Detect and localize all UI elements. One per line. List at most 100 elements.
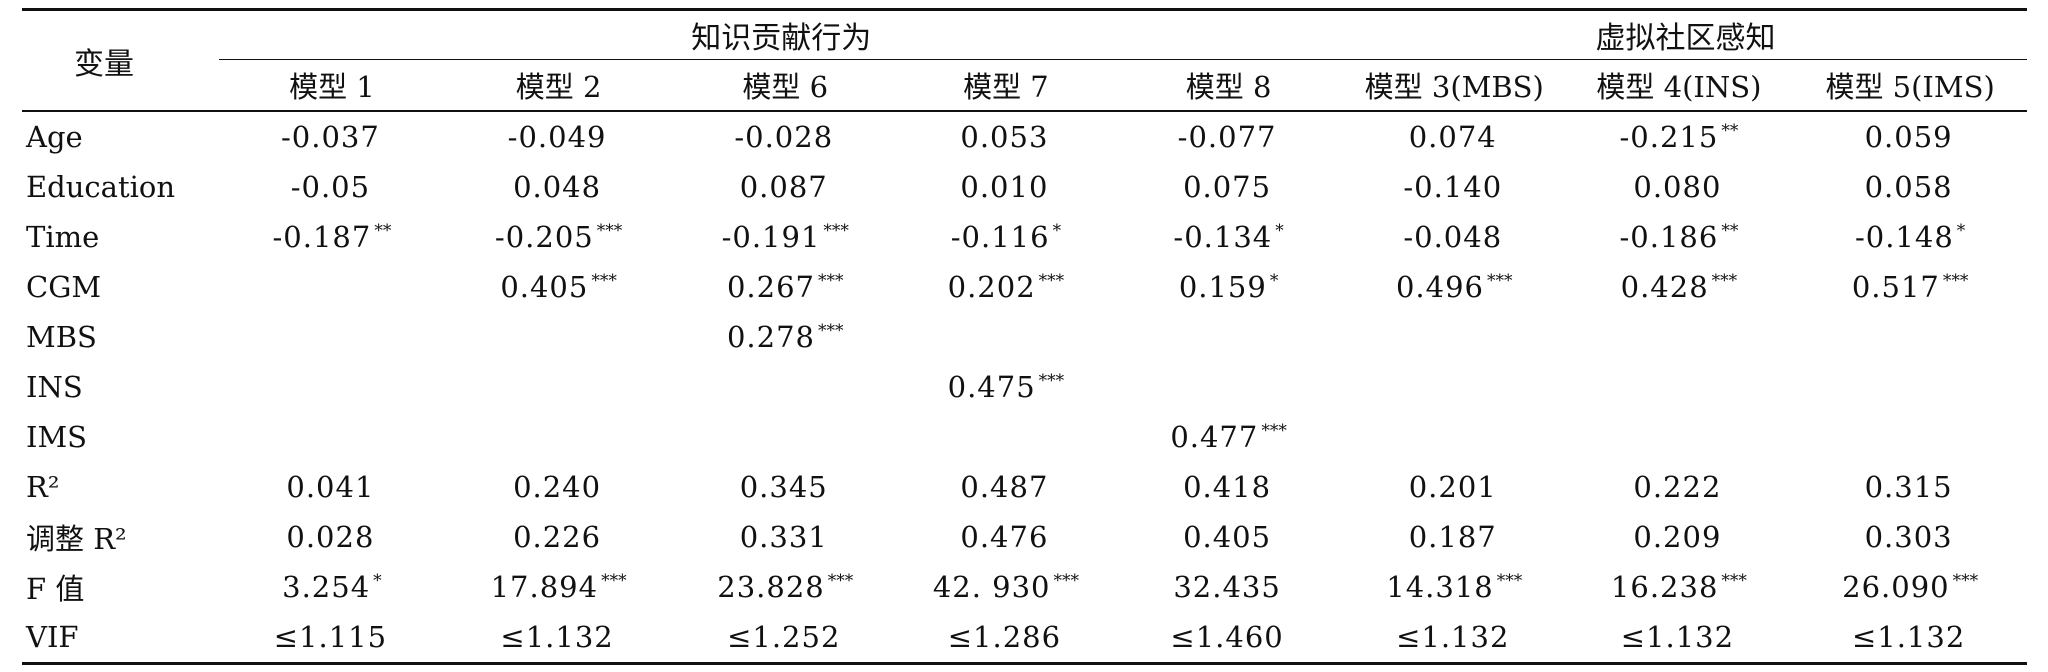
significance-stars: * [373,571,382,591]
table-row: 调整 R² 0.028 0.226 0.331 0.476 0.405 0.187 0.209… [22,512,2027,562]
coefficient-cell [1793,412,2027,462]
coefficient-value: ≤1.132 [1620,620,1735,654]
coefficient-cell: -0.205 *** [445,212,672,262]
coefficient-cell [219,362,446,412]
coefficient-cell: -0.049 [445,111,672,162]
coefficient-cell: 0.202 *** [899,262,1114,312]
significance-stars: *** [827,571,854,591]
coefficient-value: 0.048 [513,170,602,204]
coefficient-cell: 0.405 *** [445,262,672,312]
coefficient-cell: 0.059 [1793,111,2027,162]
significance-stars: * [1052,221,1062,241]
coefficient-cell: 0.267 *** [672,262,899,312]
coefficient-value: -0.077 [1177,120,1277,154]
significance-stars: *** [1038,371,1065,391]
coefficient-cell: ≤1.286 [898,612,1114,665]
coefficient-value: 0.331 [739,520,828,554]
group-label-knowledge-contribution: 知识贡献行为 [691,21,872,56]
coefficient-value: 0.059 [1864,120,1953,154]
significance-stars: *** [1038,271,1065,291]
variable-name-cell: INS [26,370,83,404]
variable-name-cell: IMS [26,420,88,454]
table-row: Education -0.05 0.048 0.087 0.010 0.075 -0.140… [22,162,2027,212]
table-row: F 值 3.254 * 17.894 *** 23.828 *** 42. 930 *** 32.… [22,562,2027,612]
coefficient-value: 0.496 [1395,270,1485,304]
coefficient-cell: ≤1.115 [218,612,446,665]
model-header: 模型 5(IMS) [1793,59,2027,111]
coefficient-value: 0.058 [1864,170,1953,204]
coefficient-value: 32.435 [1173,570,1281,604]
coefficient-value: 0.087 [739,170,828,204]
model-header: 模型 6 [671,59,899,111]
coefficient-cell: 0.209 [1565,512,1794,562]
significance-stars: * [1269,271,1279,291]
significance-stars: *** [823,221,849,241]
coefficient-value: ≤1.132 [500,620,614,654]
coefficient-cell: -0.116 * [899,212,1114,262]
coefficient-cell: -0.191 *** [672,212,899,262]
group-header-knowledge-contribution: 知识贡献行为 [219,10,1344,60]
coefficient-cell: -0.028 [672,111,899,162]
coefficient-value: 0.240 [513,470,602,504]
coefficient-cell: 0.058 [1793,162,2027,212]
coefficient-value: 0.075 [1183,170,1272,204]
table-row: IMS 0.477 *** [22,412,2027,462]
coefficient-cell [1113,362,1344,412]
model-header: 模型 4(INS) [1564,59,1794,111]
coefficient-value: 0.517 [1851,270,1940,304]
coefficient-cell: -0.077 [1113,111,1344,162]
significance-stars: *** [1261,421,1287,441]
significance-stars: *** [1942,271,1969,291]
coefficient-value: 14.318 [1386,570,1494,604]
coefficient-cell: 0.477 *** [1113,412,1344,462]
regression-results-table: 变量 知识贡献行为 虚拟社区感知 模型 1 模型 2 模型 6 模型 7 模型 … [22,8,2027,665]
variable-name-cell: F 值 [26,572,85,606]
significance-stars: ** [1721,221,1739,241]
model-header-row: 模型 1 模型 2 模型 6 模型 7 模型 8 模型 3(MBS) 模型 4(… [22,59,2027,111]
coefficient-cell: 0.428 *** [1565,262,1794,312]
coefficient-cell: -0.148 * [1793,212,2027,262]
coefficient-value: ≤1.286 [947,620,1062,654]
coefficient-cell: 0.087 [672,162,899,212]
coefficient-cell: 0.315 [1793,462,2027,512]
table-row: VIF ≤1.115 ≤1.132 ≤1.252 ≤1.286 ≤1.460 ≤1.132 ≤… [22,612,2027,665]
coefficient-value: 42. 930 [932,570,1051,604]
coefficient-value: 0.345 [739,470,828,504]
coefficient-cell: 0.053 [899,111,1114,162]
coefficient-cell: 42. 930 *** [899,562,1114,612]
coefficient-cell: 0.496 *** [1344,262,1565,312]
coefficient-cell: 0.159 * [1113,262,1344,312]
variable-name-cell: Time [26,220,100,254]
coefficient-value: 16.238 [1610,570,1719,604]
significance-stars: *** [1952,571,1979,591]
coefficient-cell: 0.418 [1113,462,1344,512]
coefficient-value: 0.159 [1178,270,1267,304]
coefficient-cell [1793,312,2027,362]
significance-stars: *** [596,221,623,241]
coefficient-cell: -0.140 [1344,162,1565,212]
regression-table-container: 变量 知识贡献行为 虚拟社区感知 模型 1 模型 2 模型 6 模型 7 模型 … [22,8,2027,665]
coefficient-cell: -0.048 [1344,212,1565,262]
coefficient-value: -0.186 [1619,220,1719,254]
coefficient-value: 0.080 [1633,170,1722,204]
variable-name-cell: 调整 R² [26,522,127,556]
coefficient-cell: 0.303 [1793,512,2027,562]
coefficient-cell: -0.037 [219,111,446,162]
coefficient-value: 0.209 [1633,520,1722,554]
coefficient-cell: ≤1.132 [1343,612,1565,665]
coefficient-cell: 0.405 [1113,512,1344,562]
coefficient-value: -0.191 [721,220,821,254]
coefficient-cell: -0.134 * [1113,212,1344,262]
significance-stars: *** [1053,571,1080,591]
coefficient-cell [219,262,446,312]
coefficient-value: -0.05 [290,170,371,204]
coefficient-cell: 0.041 [219,462,446,512]
coefficient-value: 3.254 [282,570,371,604]
coefficient-value: 0.278 [726,320,816,354]
significance-stars: *** [601,571,627,591]
coefficient-value: ≤1.252 [727,620,841,654]
significance-stars: *** [1496,571,1523,591]
table-row: INS 0.475 *** [22,362,2027,412]
coefficient-cell: -0.05 [219,162,446,212]
model-header: 模型 1 [218,59,446,111]
